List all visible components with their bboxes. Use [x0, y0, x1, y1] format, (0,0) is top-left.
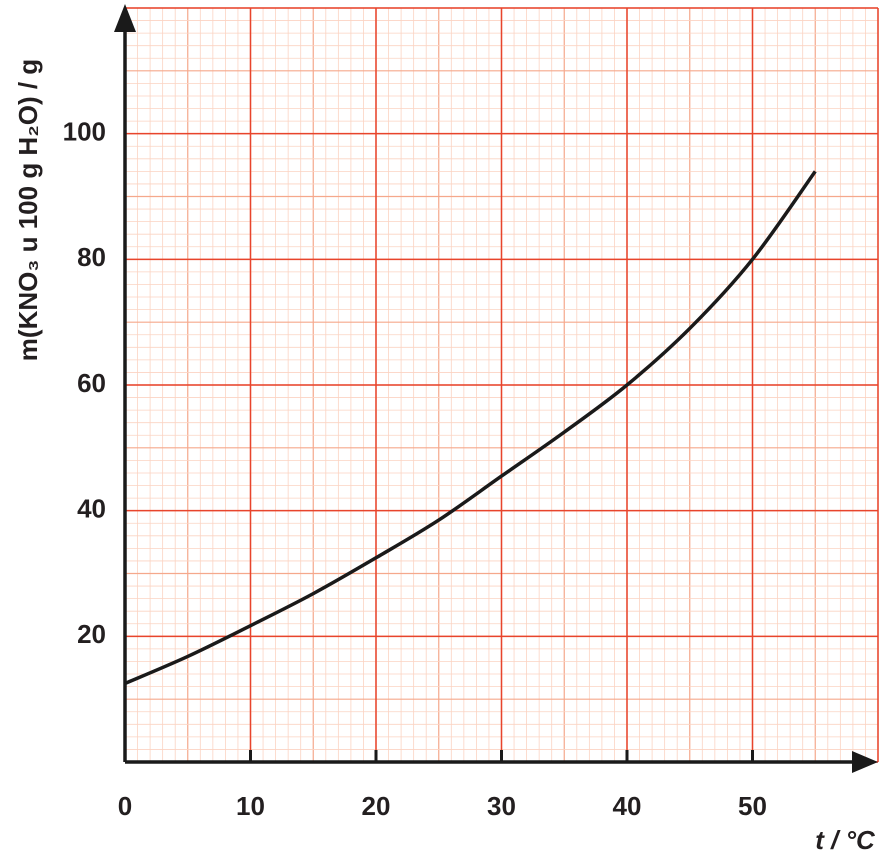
solubility-curve	[124, 170, 817, 686]
y-axis-label: m(KNO₃ u 100 g H₂O) / g	[13, 59, 43, 361]
x-tick-label: 20	[362, 791, 391, 821]
y-axis-arrow	[114, 4, 136, 32]
y-tick-label: 100	[63, 117, 106, 147]
x-axis-label: t / °C	[815, 825, 876, 855]
x-tick-label: 40	[613, 791, 642, 821]
x-tick-label: 50	[738, 791, 767, 821]
y-tick-label: 60	[77, 368, 106, 398]
x-tick-label: 0	[118, 791, 132, 821]
plot	[114, 4, 878, 773]
x-tick-label: 10	[236, 791, 265, 821]
y-tick-label: 80	[77, 242, 106, 272]
x-axis-arrow	[852, 751, 878, 773]
x-tick-label: 30	[487, 791, 516, 821]
grid	[124, 7, 879, 763]
y-tick-label: 40	[77, 494, 106, 524]
y-tick-label: 20	[77, 619, 106, 649]
